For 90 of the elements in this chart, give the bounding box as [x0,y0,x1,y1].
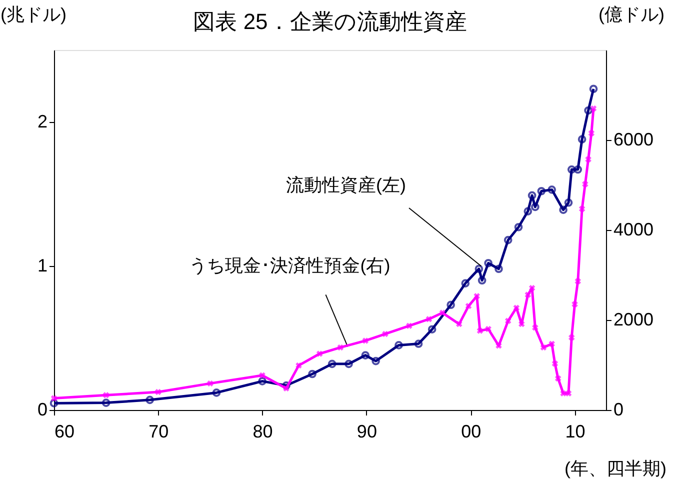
point [514,222,523,232]
point [528,284,536,292]
point [446,300,455,310]
point [532,324,538,331]
y2-tick-label: 0 [614,400,624,420]
point [316,350,323,357]
point [344,360,353,368]
point [528,191,536,200]
x-tick-label: 90 [356,422,377,442]
y2-axis-title: (億ドル) [598,4,664,24]
point [465,302,472,310]
point [428,325,436,334]
point [439,310,446,316]
point [537,186,546,196]
point [560,390,566,396]
y-tick-label: 0 [37,400,48,420]
point [414,340,423,348]
chart-title: 図表 25．企業の流動性資産 [193,9,467,34]
point [476,328,484,334]
x-tick-label: 00 [461,422,482,442]
point [328,360,336,368]
point [559,206,568,214]
point [155,388,162,396]
point [426,316,432,322]
point [531,202,540,212]
point [485,326,492,332]
point [554,375,562,382]
point [102,392,110,398]
point [568,334,575,341]
point [362,338,369,344]
point [585,156,592,162]
point [582,180,588,188]
point [207,380,214,387]
y-axis-title: (兆ドル) [0,4,66,24]
point [504,236,512,244]
point [548,186,556,194]
x-tick-label: 80 [252,422,273,442]
point [258,377,266,386]
point [474,293,480,300]
point [337,344,344,351]
point [548,340,555,347]
x-tick-label: 70 [148,422,169,442]
point [578,135,586,144]
y-tick-label: 2 [37,112,48,132]
y2-tick-label: 4000 [614,220,654,240]
point [565,390,572,396]
point [296,362,302,369]
point [212,388,221,397]
point [406,322,412,329]
annotation: うち現金･決済性預金(右) [189,256,390,276]
point [372,356,380,366]
point [484,258,492,268]
point [504,318,512,324]
point [102,398,110,407]
point [567,165,576,174]
point [513,304,520,311]
point [50,395,58,402]
x-tick-label: 60 [54,422,75,442]
point [474,264,484,274]
y2-tick-label: 6000 [614,130,654,150]
point [382,330,388,338]
point [456,320,462,328]
point [564,198,573,207]
point [146,396,154,404]
point [461,279,470,288]
point [478,276,486,285]
point [540,344,547,351]
point [518,320,525,328]
point [259,372,266,378]
point [361,351,370,360]
point [552,360,558,367]
point [308,370,316,378]
x-tick-label: 10 [565,422,586,442]
y2-tick-label: 2000 [614,310,654,330]
annotation: 流動性資産(左) [286,175,406,195]
point [496,342,502,349]
point [584,106,592,115]
point [574,165,582,174]
point [588,130,595,136]
point [494,264,503,274]
point [394,341,403,350]
point [590,105,597,112]
point [524,292,532,298]
point [524,207,532,216]
point [574,278,582,284]
point [572,301,578,308]
y-tick-label: 1 [37,256,48,276]
point [283,385,290,392]
point [578,206,586,212]
x-axis-title: (年、四半期) [564,458,666,478]
